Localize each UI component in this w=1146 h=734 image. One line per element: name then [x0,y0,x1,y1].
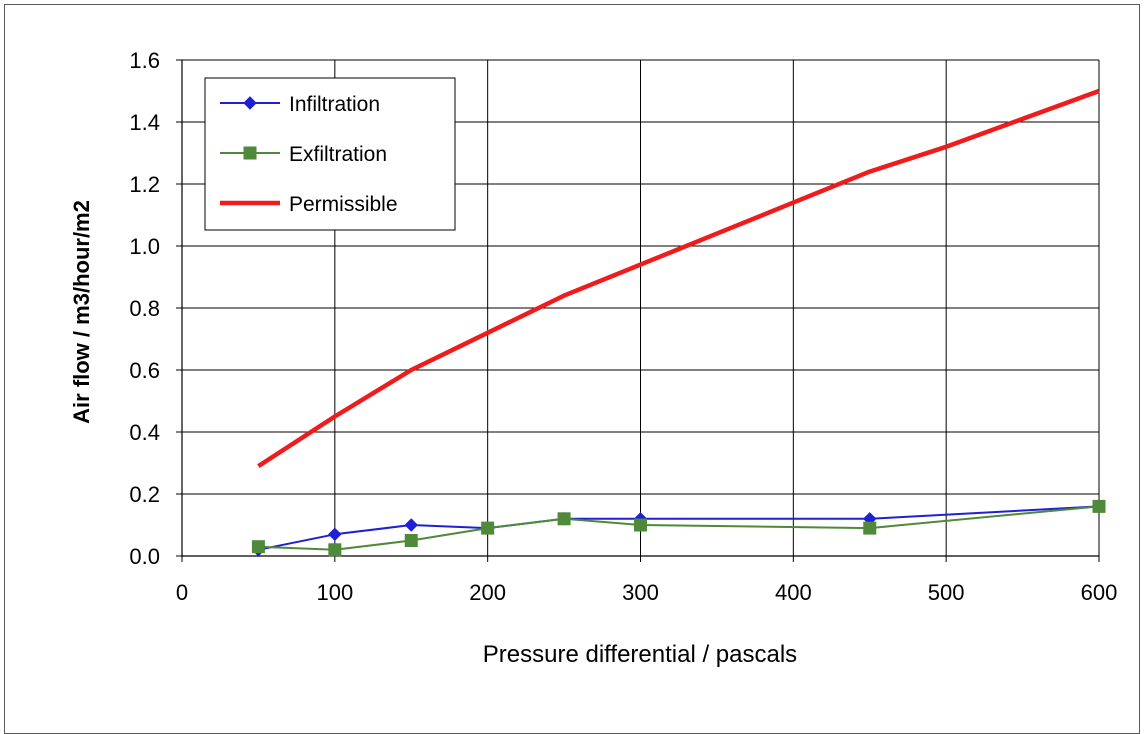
legend-item-permissible: Permissible [220,193,398,216]
legend-label: Exfiltration [289,143,387,166]
series-line-exfiltration [258,505,1100,551]
x-tick-label: 200 [469,580,506,605]
series-infiltration [251,499,1106,557]
data-point-exfiltration [634,518,647,532]
y-tick-label: 0.6 [129,358,160,383]
x-tick-label: 500 [928,580,965,605]
y-tick-label: 1.0 [129,234,160,259]
y-tick-label: 0.4 [129,420,160,445]
y-tick-label: 0.2 [129,482,160,507]
data-point-exfiltration [404,534,418,547]
tick-labels: 0 100 200 300 400 500 600 0.0 0.2 0.4 0.6 0.8 1.0 1.2… [129,48,1117,605]
data-point-exfiltration [863,521,877,535]
data-point-infiltration [328,527,342,542]
x-tick-label: 600 [1081,580,1118,605]
data-point-exfiltration [328,543,342,557]
x-tick-label: 300 [622,580,659,605]
x-tick-label: 0 [176,580,188,605]
legend: Infiltration Exfiltration Permissible [204,77,456,231]
y-tick-label: 0.0 [129,544,160,569]
series [251,88,1106,557]
legend-marker [243,96,257,110]
data-point-exfiltration [1092,499,1106,513]
y-tick-label: 1.6 [129,48,160,73]
x-tick-label: 100 [316,580,353,605]
series-line-permissible [257,88,1100,468]
legend-item-exfiltration: Exfiltration [220,143,387,166]
x-tick-label: 400 [775,580,812,605]
legend-label: Permissible [289,193,398,216]
legend-marker [243,146,257,160]
x-axis-title: Pressure differential / pascals [483,641,797,668]
data-point-exfiltration [251,540,265,554]
y-tick-label: 1.4 [129,110,160,135]
data-point-exfiltration [481,521,495,535]
y-tick-label: 0.8 [129,296,160,321]
y-tick-label: 1.2 [129,172,160,197]
y-axis-title: Air flow / m3/hour/m2 [69,200,94,424]
legend-label: Infiltration [289,93,380,116]
data-point-infiltration [404,518,418,532]
series-exfiltration [251,499,1106,557]
data-point-exfiltration [557,512,571,526]
legend-item-infiltration: Infiltration [220,93,380,116]
series-permissible [257,88,1100,468]
